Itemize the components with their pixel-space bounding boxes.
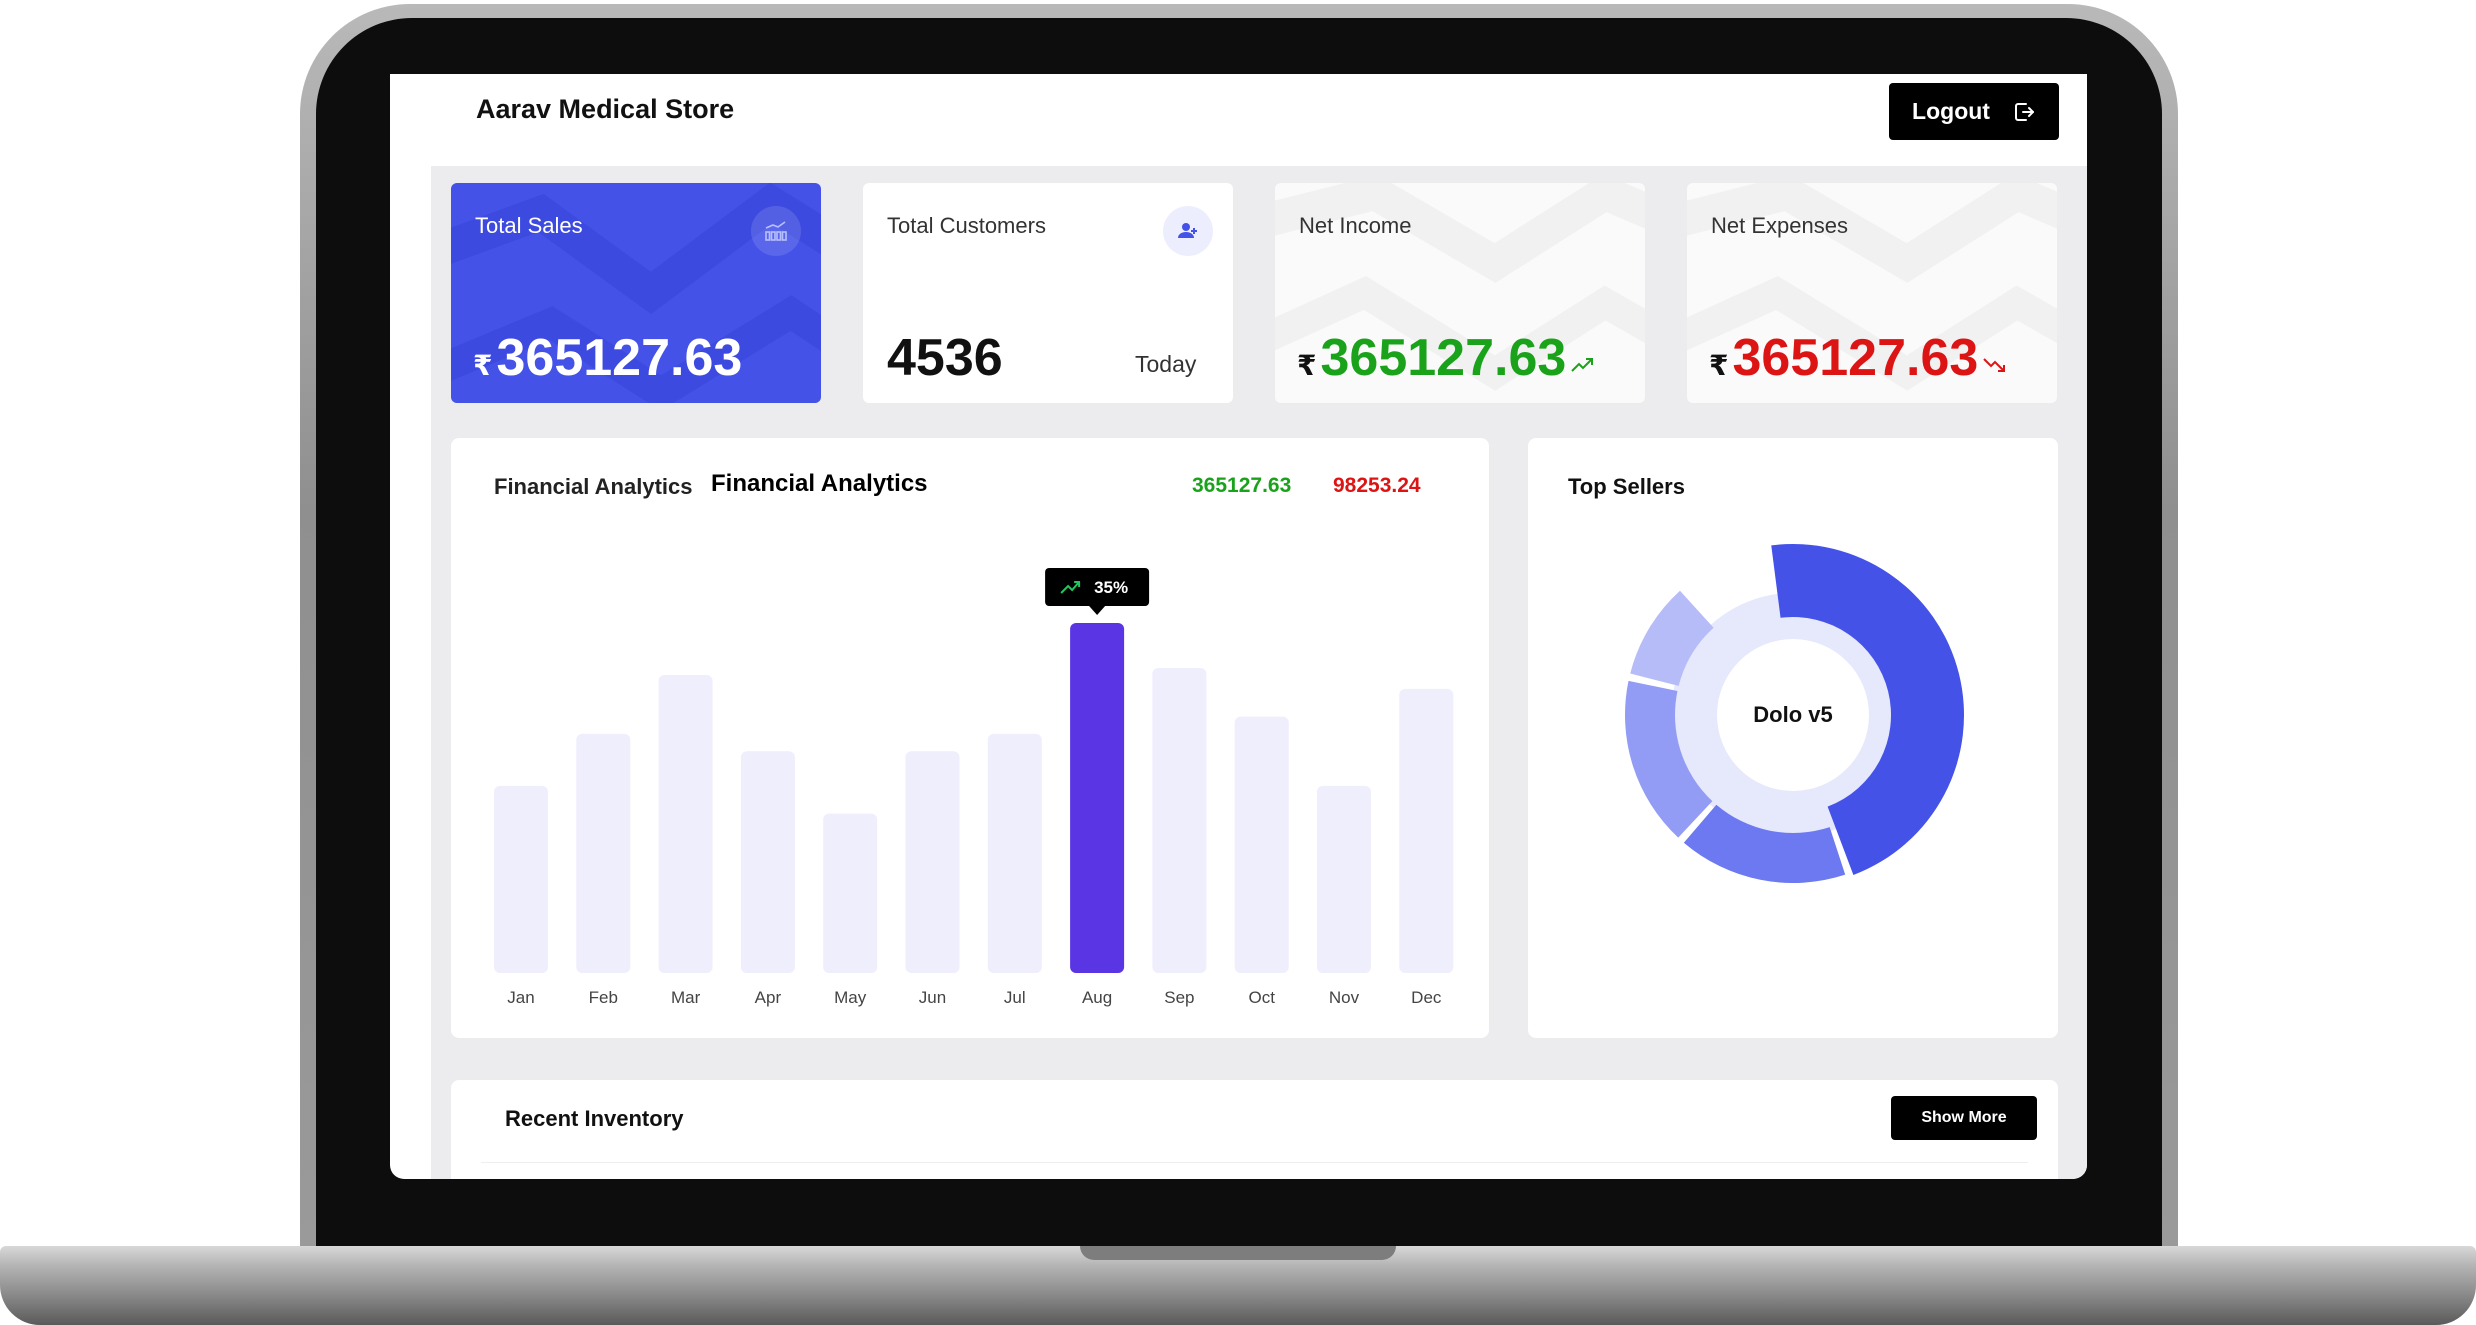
bar-sep[interactable] <box>1152 668 1207 973</box>
donut-segment-4[interactable] <box>1630 590 1714 686</box>
top-bar: Aarav Medical Store Logout <box>390 74 2087 166</box>
store-name: Aarav Medical Store <box>476 94 735 124</box>
donut-center-label: Dolo v5 <box>1753 702 1833 727</box>
x-tick-label: Mar <box>671 988 701 1007</box>
income-total: 365127.63 <box>1192 474 1292 497</box>
logout-button[interactable]: Logout <box>1889 83 2059 140</box>
total-sales-title: Total Sales <box>475 213 583 238</box>
recent-inventory-panel: Recent Inventory Show More <box>451 1080 2058 1179</box>
x-tick-label: Jul <box>1004 988 1026 1007</box>
donut-segment-1[interactable] <box>1771 544 1964 875</box>
currency-symbol: ₹ <box>1709 350 1729 381</box>
recent-inventory-title: Recent Inventory <box>505 1106 684 1131</box>
bar-dec[interactable] <box>1399 688 1454 973</box>
bar-may[interactable] <box>823 813 878 973</box>
net-income-value: ₹ 365127.63 <box>1297 328 1596 388</box>
bar-jul[interactable] <box>987 733 1042 973</box>
bar-apr[interactable] <box>740 751 795 973</box>
logout-label: Logout <box>1912 98 1990 124</box>
total-customers-value: 4536 <box>887 329 1003 387</box>
customers-period: Today <box>1135 351 1197 377</box>
x-tick-label: May <box>834 988 867 1007</box>
card-pattern <box>451 183 821 403</box>
financial-bar-chart: Jan Feb Mar Apr May Jun Jul Aug 35% Sep Oct Nov Dec <box>494 568 1454 1007</box>
donut-segment-3[interactable] <box>1625 680 1713 838</box>
donut-center <box>1717 639 1869 791</box>
x-tick-label: Oct <box>1248 988 1275 1007</box>
trend-up-icon <box>1571 358 1594 372</box>
trend-up-icon <box>1060 581 1081 594</box>
top-sellers-donut <box>1625 544 1964 883</box>
laptop-notch <box>1080 1246 1396 1260</box>
bar-jun[interactable] <box>905 751 960 973</box>
bar-mar[interactable] <box>658 674 713 973</box>
bar-nov[interactable] <box>1317 785 1371 973</box>
net-income-title: Net Income <box>1299 213 1412 238</box>
x-tick-label: Apr <box>755 988 782 1007</box>
total-customers-card: Total Customers 4536 Today <box>863 183 1233 403</box>
currency-symbol: ₹ <box>473 350 493 381</box>
bar-feb[interactable] <box>576 733 631 973</box>
analytics-label: Financial Analytics <box>494 474 693 499</box>
tooltip-value: 35% <box>1094 578 1128 597</box>
show-more-button[interactable]: Show More <box>1891 1096 2037 1140</box>
dashboard-content: Total Sales ₹ 365127.63 Total Customers <box>431 166 2087 1179</box>
net-expenses-value: ₹ 365127.63 <box>1709 328 2008 388</box>
app-screen: Aarav Medical Store Logout Total Sales <box>390 74 2087 1179</box>
bar-chart-icon <box>751 206 801 256</box>
top-sellers-title: Top Sellers <box>1568 474 1685 499</box>
analytics-heading: Financial Analytics <box>711 470 928 497</box>
trend-down-icon <box>1983 358 2006 372</box>
net-income-amount: 365127.63 <box>1320 329 1567 387</box>
net-expenses-card: Net Expenses ₹ 365127.63 <box>1687 183 2057 403</box>
x-tick-label: Jun <box>919 988 946 1007</box>
divider <box>481 1162 2028 1163</box>
top-sellers-panel: Top Sellers Dolo v5 <box>1528 438 2058 1038</box>
x-tick-label: Aug <box>1082 988 1112 1007</box>
total-sales-value: ₹ 365127.63 <box>473 328 742 388</box>
net-income-card: Net Income ₹ 365127.63 <box>1275 183 1645 403</box>
card-pattern <box>1687 183 2057 391</box>
bar-tooltip: 35% <box>1045 568 1150 615</box>
total-customers-title: Total Customers <box>887 213 1046 238</box>
bar-oct[interactable] <box>1234 716 1289 973</box>
card-pattern <box>1275 183 1645 391</box>
x-tick-label: Sep <box>1164 988 1194 1007</box>
expense-total: 98253.24 <box>1333 474 1421 497</box>
x-tick-label: Feb <box>589 988 618 1007</box>
logout-icon <box>2014 102 2034 121</box>
currency-symbol: ₹ <box>1297 350 1317 381</box>
users-icon <box>1163 206 1213 256</box>
x-tick-label: Nov <box>1329 988 1360 1007</box>
bar-aug[interactable] <box>1070 623 1125 973</box>
x-tick-label: Jan <box>507 988 534 1007</box>
x-tick-label: Dec <box>1411 988 1442 1007</box>
financial-analytics-panel: Financial Analytics Financial Analytics … <box>451 438 1489 1038</box>
bar-jan[interactable] <box>494 785 548 973</box>
donut-segment-2[interactable] <box>1683 804 1846 883</box>
net-expenses-title: Net Expenses <box>1711 213 1848 238</box>
total-sales-amount: 365127.63 <box>496 329 743 387</box>
net-expenses-amount: 365127.63 <box>1732 329 1979 387</box>
total-sales-card: Total Sales ₹ 365127.63 <box>451 183 821 403</box>
